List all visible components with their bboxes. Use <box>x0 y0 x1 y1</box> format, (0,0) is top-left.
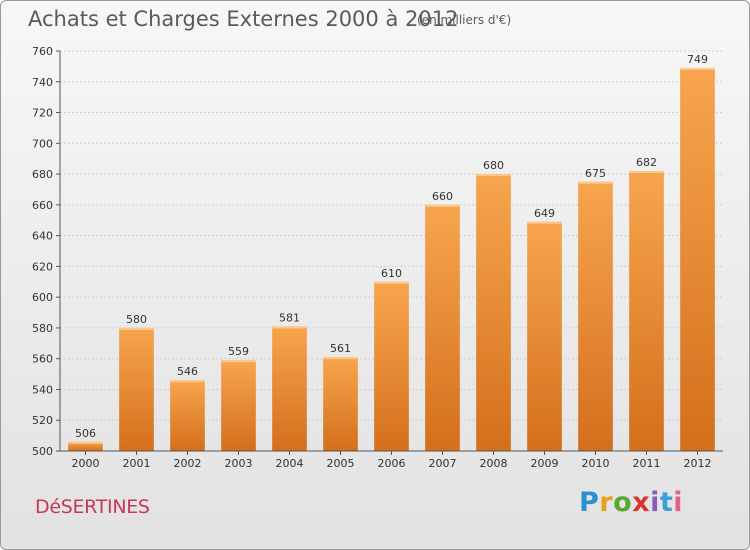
y-tick-label: 640 <box>32 230 53 243</box>
y-tick-label: 520 <box>32 414 53 427</box>
x-tick-label: 2010 <box>582 457 610 470</box>
proxiti-logo[interactable]: Proxiti <box>579 487 683 518</box>
bar-2006 <box>374 281 409 451</box>
x-tick-label: 2008 <box>480 457 508 470</box>
bar-2005 <box>323 357 358 451</box>
x-tick-label: 2012 <box>684 457 712 470</box>
chart-title: Achats et Charges Externes 2000 à 2012 <box>28 7 459 31</box>
bar-2003 <box>221 360 256 451</box>
bar-highlight <box>476 174 511 177</box>
x-tick-label: 2004 <box>276 457 304 470</box>
bar-2011 <box>629 171 664 451</box>
logo-letter: i <box>673 487 684 518</box>
bar-2007 <box>425 204 460 451</box>
bar-2009 <box>527 221 562 451</box>
y-tick-label: 700 <box>32 137 53 150</box>
y-tick-label: 760 <box>32 45 53 58</box>
bar-highlight <box>374 281 409 284</box>
bar-highlight <box>68 441 103 444</box>
bar-highlight <box>272 326 307 329</box>
logo-letter: t <box>659 487 674 518</box>
bar-highlight <box>680 67 715 70</box>
x-tick-label: 2000 <box>72 457 100 470</box>
bar-highlight <box>221 360 256 363</box>
x-tick-label: 2007 <box>429 457 457 470</box>
bar-value-label: 561 <box>330 342 351 355</box>
y-tick-label: 600 <box>32 291 53 304</box>
y-tick-label: 580 <box>32 322 53 335</box>
x-tick-label: 2002 <box>174 457 202 470</box>
y-tick-label: 540 <box>32 383 53 396</box>
bar-highlight <box>527 221 562 224</box>
logo-letter: x <box>632 487 651 518</box>
bar-highlight <box>119 327 154 330</box>
bar-value-label: 675 <box>585 167 606 180</box>
logo-letter: i <box>650 487 660 518</box>
bar-value-label: 506 <box>75 427 96 440</box>
logo-letter: P <box>579 487 600 518</box>
y-tick-label: 740 <box>32 76 53 89</box>
bar-2008 <box>476 174 511 452</box>
bar-value-label: 559 <box>228 345 249 358</box>
y-tick-label: 680 <box>32 168 53 181</box>
x-tick-label: 2003 <box>225 457 253 470</box>
bar-2012 <box>680 67 715 451</box>
bar-value-label: 649 <box>534 207 555 220</box>
bar-value-label: 682 <box>636 156 657 169</box>
x-tick-label: 2006 <box>378 457 406 470</box>
y-tick-label: 500 <box>32 445 53 458</box>
bar-2010 <box>578 181 613 451</box>
y-tick-label: 560 <box>32 353 53 366</box>
bar-value-label: 580 <box>126 313 147 326</box>
x-tick-label: 2005 <box>327 457 355 470</box>
bar-value-label: 660 <box>432 190 453 203</box>
chart-unit-label: (en milliers d'€) <box>417 13 512 27</box>
bar-value-label: 581 <box>279 311 300 324</box>
bar-highlight <box>578 181 613 184</box>
bar-highlight <box>170 380 205 383</box>
bar-value-label: 749 <box>687 53 708 66</box>
bar-highlight <box>323 357 358 360</box>
city-name: DéSERTINES <box>35 496 150 518</box>
bar-2001 <box>119 327 154 451</box>
bar-value-label: 546 <box>177 365 198 378</box>
bar-2004 <box>272 326 307 451</box>
y-tick-label: 660 <box>32 199 53 212</box>
logo-letter: o <box>613 487 633 518</box>
bar-2002 <box>170 380 205 451</box>
bar-value-label: 610 <box>381 267 402 280</box>
x-tick-label: 2011 <box>633 457 661 470</box>
bar-value-label: 680 <box>483 159 504 172</box>
x-tick-label: 2009 <box>531 457 559 470</box>
y-tick-label: 720 <box>32 107 53 120</box>
bar-highlight <box>425 204 460 207</box>
x-tick-label: 2001 <box>123 457 151 470</box>
bar-highlight <box>629 171 664 173</box>
bar-2000 <box>68 441 103 451</box>
y-tick-label: 620 <box>32 260 53 273</box>
logo-letter: r <box>599 487 614 518</box>
